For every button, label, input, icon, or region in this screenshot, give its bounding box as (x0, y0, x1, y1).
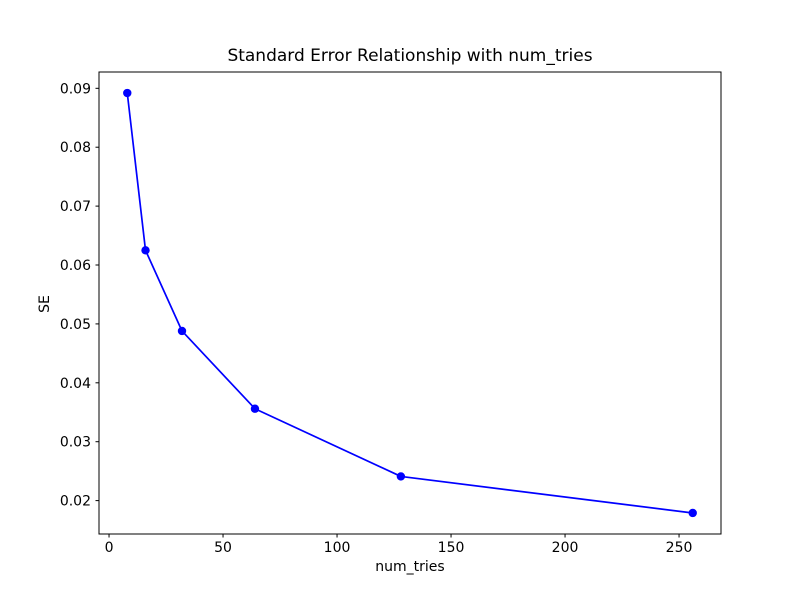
x-tick-label: 150 (438, 540, 465, 556)
x-axis-label: num_tries (375, 559, 445, 575)
data-point (688, 508, 697, 518)
plot-frame (98, 71, 722, 535)
y-tick-label: 0.09 (60, 81, 91, 97)
x-tick-label: 100 (324, 540, 351, 556)
y-tick-label: 0.07 (60, 199, 91, 215)
x-tick-label: 200 (552, 540, 579, 556)
data-point (123, 88, 132, 98)
y-tick-label: 0.03 (60, 435, 91, 451)
data-point (177, 326, 187, 336)
data-point (396, 472, 406, 481)
chart-title: Standard Error Relationship with num_tri… (227, 46, 593, 66)
y-tick-label: 0.04 (60, 376, 91, 392)
y-tick-label: 0.05 (60, 317, 91, 333)
x-tick-label: 250 (666, 540, 693, 556)
data-point (250, 404, 260, 413)
y-axis-label: SE (36, 295, 53, 313)
x-tick-label: 0 (105, 540, 114, 556)
x-tick-label: 50 (214, 540, 232, 556)
data-point (141, 246, 150, 255)
y-tick-label: 0.08 (60, 140, 91, 156)
y-tick-label: 0.02 (60, 494, 91, 510)
y-tick-label: 0.06 (60, 258, 91, 274)
se-line (126, 92, 693, 514)
